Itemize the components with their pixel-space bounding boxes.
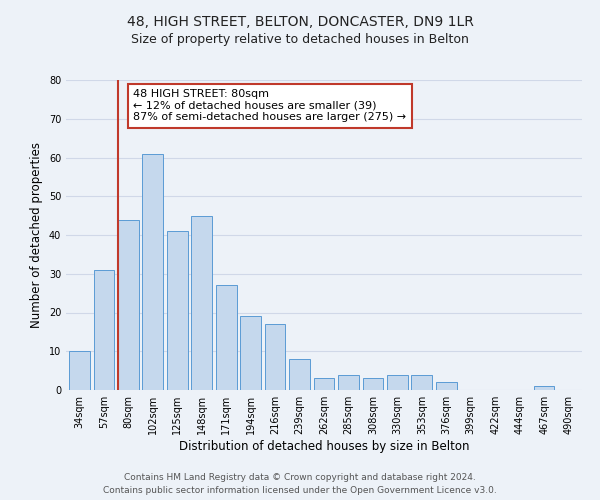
Bar xyxy=(387,374,408,390)
Bar xyxy=(216,286,236,390)
Text: Size of property relative to detached houses in Belton: Size of property relative to detached ho… xyxy=(131,32,469,46)
Bar xyxy=(338,374,359,390)
Bar xyxy=(289,359,310,390)
Y-axis label: Number of detached properties: Number of detached properties xyxy=(30,142,43,328)
Bar xyxy=(240,316,261,390)
Bar xyxy=(167,231,188,390)
Bar xyxy=(118,220,139,390)
Bar xyxy=(362,378,383,390)
Bar xyxy=(94,270,114,390)
Bar xyxy=(265,324,286,390)
Bar xyxy=(142,154,163,390)
Bar xyxy=(69,351,90,390)
Text: Contains HM Land Registry data © Crown copyright and database right 2024.
Contai: Contains HM Land Registry data © Crown c… xyxy=(103,473,497,495)
Text: 48 HIGH STREET: 80sqm
← 12% of detached houses are smaller (39)
87% of semi-deta: 48 HIGH STREET: 80sqm ← 12% of detached … xyxy=(133,90,406,122)
Bar xyxy=(314,378,334,390)
Bar xyxy=(534,386,554,390)
Bar xyxy=(191,216,212,390)
X-axis label: Distribution of detached houses by size in Belton: Distribution of detached houses by size … xyxy=(179,440,469,453)
Text: 48, HIGH STREET, BELTON, DONCASTER, DN9 1LR: 48, HIGH STREET, BELTON, DONCASTER, DN9 … xyxy=(127,15,473,29)
Bar xyxy=(436,382,457,390)
Bar xyxy=(412,374,432,390)
